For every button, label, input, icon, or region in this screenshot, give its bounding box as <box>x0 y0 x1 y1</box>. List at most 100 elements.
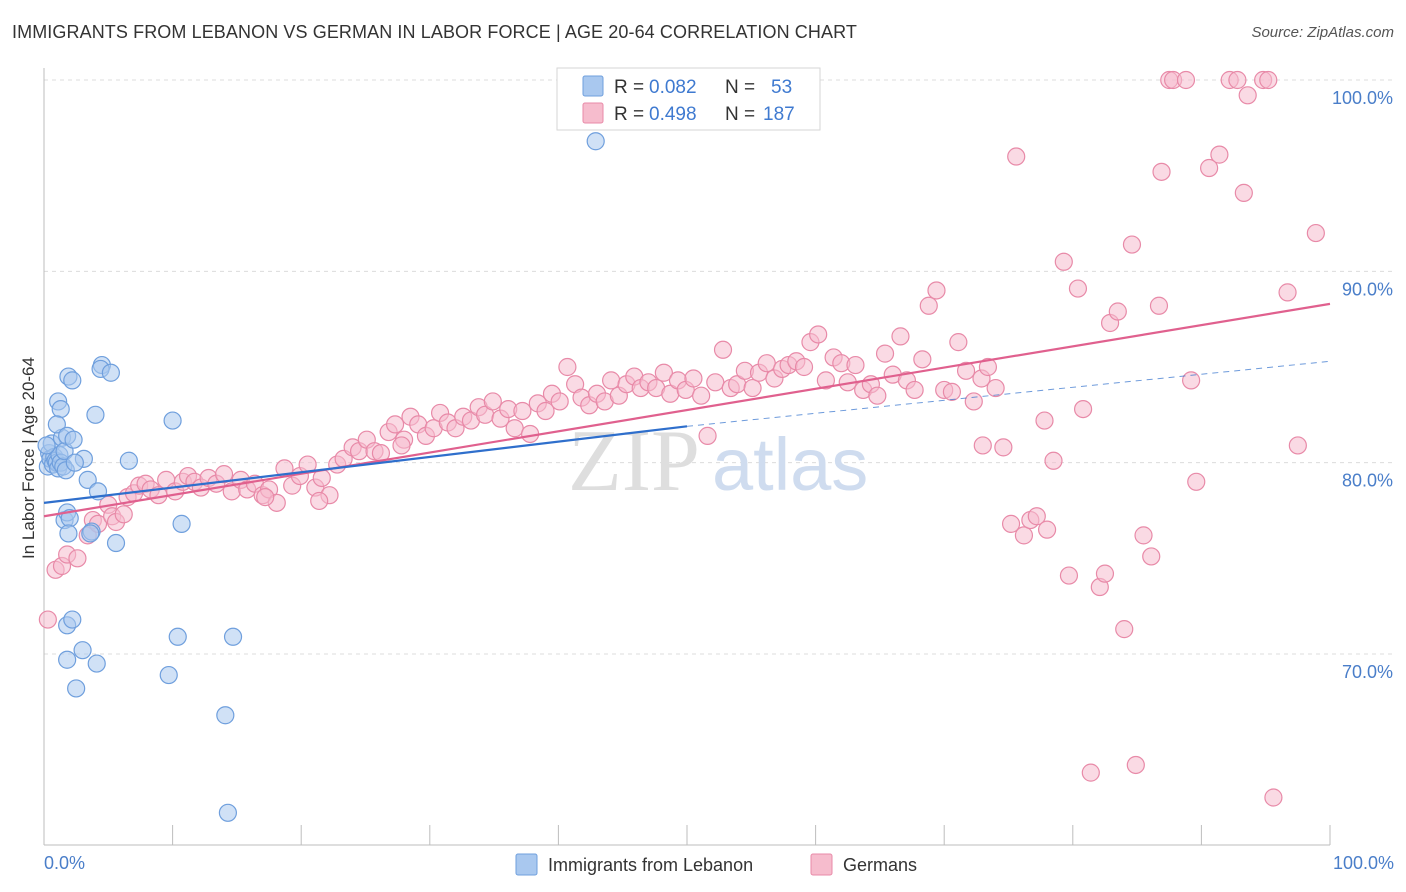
germans-point <box>1037 520 1057 539</box>
lebanon-point <box>78 470 97 489</box>
lebanon-point <box>37 436 56 455</box>
germans-point <box>684 369 703 388</box>
germans-point <box>310 491 329 511</box>
germans-point <box>114 505 133 524</box>
lebanon-point <box>159 665 178 685</box>
germans-point <box>1187 472 1206 491</box>
lebanon-point <box>223 627 243 646</box>
grid <box>44 79 1392 655</box>
lebanon-point <box>168 627 187 646</box>
germans-point <box>1182 371 1201 390</box>
germans-point <box>1054 252 1073 271</box>
germans-point <box>891 327 910 346</box>
legend-n-value-lebanon: 53 <box>771 77 792 98</box>
germans-point <box>743 378 762 398</box>
germans-point <box>1176 70 1196 90</box>
lebanon-point <box>218 803 237 822</box>
y-tick-label: 70.0% <box>1342 662 1393 682</box>
lebanon-points <box>37 132 605 822</box>
legend-swatch-lebanon <box>582 75 604 97</box>
germans-point <box>1073 399 1093 419</box>
legend-n-label-germans: N = <box>725 104 755 125</box>
series-legend-swatch-lebanon <box>515 853 538 876</box>
legend-r-label-germans: R = <box>614 104 644 125</box>
lebanon-point <box>64 430 83 449</box>
lebanon-point <box>59 524 78 543</box>
germans-point <box>1134 526 1153 545</box>
germans-point <box>706 373 725 392</box>
germans-point <box>558 357 577 377</box>
lebanon-point <box>73 641 92 660</box>
lebanon-point <box>172 514 191 533</box>
germans-point <box>1278 283 1297 302</box>
lebanon-point <box>586 132 605 151</box>
germans-point <box>1068 279 1088 298</box>
source-label: Source: ZipAtlas.com <box>1251 24 1394 41</box>
germans-point <box>1122 235 1142 254</box>
germans-point <box>964 392 983 411</box>
y-tick-label: 90.0% <box>1342 279 1393 299</box>
germans-point <box>949 333 968 352</box>
y-tick-label: 80.0% <box>1342 471 1393 491</box>
germans-point <box>1001 514 1021 533</box>
germans-point <box>1035 411 1054 430</box>
x-tick-label-min: 0.0% <box>44 853 85 873</box>
germans-point <box>483 392 502 411</box>
watermark-zip: ZIP <box>568 413 700 510</box>
legend-r-value-lebanon: 0.082 <box>649 77 697 98</box>
legend-r-value-germans: 0.498 <box>649 104 697 125</box>
germans-point <box>1007 147 1026 166</box>
germans-point <box>1259 70 1278 90</box>
germans-point <box>927 281 946 300</box>
germans-point <box>1014 526 1034 545</box>
germans-point <box>505 419 524 438</box>
germans-point <box>1152 162 1171 181</box>
lebanon-trend-extension <box>686 360 1331 427</box>
germans-point <box>875 344 895 363</box>
germans-point <box>1115 620 1134 639</box>
germans-point <box>1126 755 1145 775</box>
germans-point <box>794 357 814 377</box>
lebanon-point <box>106 533 126 553</box>
trend-lines <box>43 302 1331 518</box>
y-tick-label: 100.0% <box>1332 88 1393 108</box>
germans-point <box>846 355 865 375</box>
germans-point <box>1044 451 1063 470</box>
germans-point <box>1210 145 1229 164</box>
lebanon-point <box>47 415 66 434</box>
series-legend-label-lebanon: Immigrants from Lebanon <box>548 855 753 875</box>
germans-point <box>550 392 569 411</box>
lebanon-point <box>67 679 86 698</box>
germans-point <box>536 401 555 421</box>
germans-point <box>1288 436 1307 455</box>
lebanon-point <box>86 405 105 424</box>
germans-point <box>602 371 621 390</box>
legend-n-value-germans: 187 <box>763 104 795 125</box>
lebanon-point <box>63 371 82 390</box>
lebanon-point <box>81 524 100 543</box>
germans-point <box>942 382 962 401</box>
germans-point <box>1234 183 1253 202</box>
germans-point <box>1095 564 1115 583</box>
germans-point <box>1306 223 1325 243</box>
lebanon-point <box>216 706 235 725</box>
lebanon-point <box>58 650 77 669</box>
germans-point <box>868 386 887 405</box>
germans-point <box>392 436 411 455</box>
germans-point <box>654 363 673 382</box>
stats-legend: R = 0.082 N = 53 R = 0.498 N = 187 <box>556 67 821 131</box>
germans-point <box>68 549 87 568</box>
germans-point <box>973 436 992 455</box>
lebanon-point <box>65 453 84 472</box>
germans-point <box>256 488 275 507</box>
chart-title: IMMIGRANTS FROM LEBANON VS GERMAN IN LAB… <box>12 22 857 42</box>
lebanon-trend-line <box>43 425 688 504</box>
germans-point <box>809 325 828 344</box>
germans-point <box>713 340 733 359</box>
germans-point <box>978 357 998 377</box>
lebanon-point <box>63 610 82 629</box>
y-axis-label: In Labor Force | Age 20-64 <box>19 357 38 559</box>
germans-point <box>1081 763 1100 782</box>
germans-point <box>956 361 976 380</box>
legend-n-label-lebanon: N = <box>725 77 755 98</box>
